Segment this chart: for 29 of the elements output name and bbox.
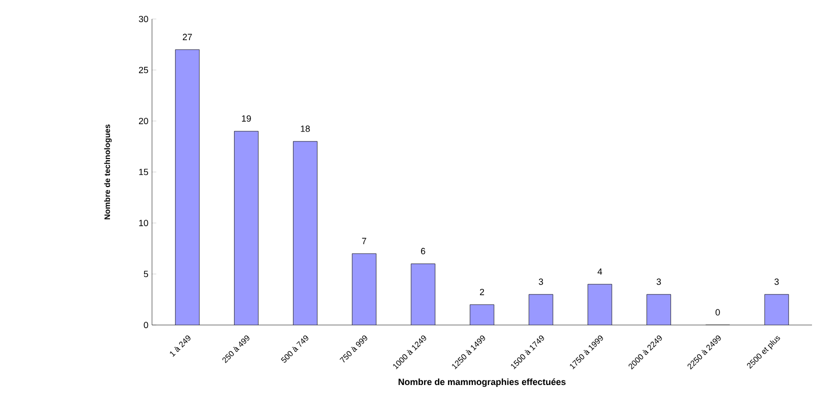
bar	[411, 264, 436, 325]
y-tick-label: 5	[144, 270, 148, 278]
bar	[470, 304, 494, 325]
data-label: 4	[598, 268, 602, 275]
data-label: 7	[362, 238, 366, 244]
bar	[234, 131, 258, 325]
data-label: 3	[656, 278, 661, 285]
data-label: 6	[421, 248, 426, 254]
data-label: 0	[716, 309, 720, 316]
y-tick-label: 20	[138, 118, 148, 124]
bar	[764, 294, 789, 325]
bar	[646, 294, 671, 325]
data-label: 27	[182, 34, 192, 40]
data-label: 2	[480, 288, 484, 296]
y-tick-label: 0	[144, 322, 148, 328]
bar	[352, 254, 376, 325]
y-tick-label: 15	[139, 168, 148, 176]
data-label: 18	[300, 126, 310, 132]
y-tick-label: 10	[139, 220, 148, 226]
bar	[175, 50, 200, 325]
bar	[588, 284, 612, 325]
data-label: 19	[242, 115, 251, 122]
y-tick-label: 25	[138, 66, 148, 74]
bar	[528, 294, 553, 325]
data-label: 3	[538, 278, 544, 285]
x-axis-title: Nombre de mammographies effectuées	[398, 378, 566, 387]
bar	[293, 141, 318, 325]
y-tick-label: 30	[138, 16, 148, 22]
data-label: 3	[774, 278, 779, 285]
